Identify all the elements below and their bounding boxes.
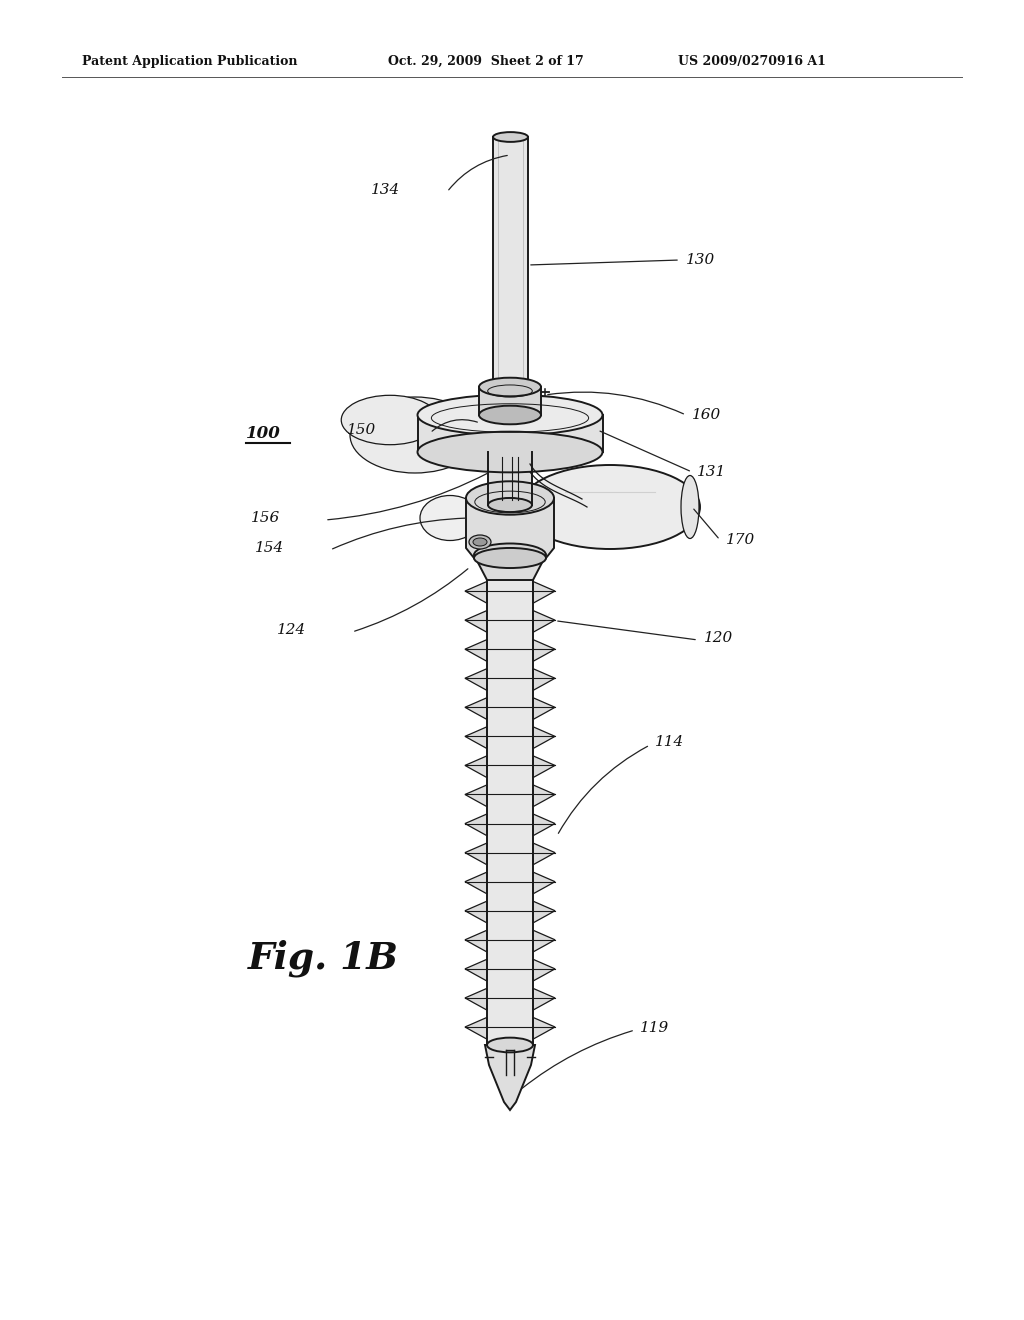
Polygon shape [534, 698, 555, 719]
Polygon shape [534, 814, 555, 836]
Ellipse shape [488, 498, 532, 512]
Text: 120: 120 [705, 631, 733, 645]
Polygon shape [534, 581, 555, 603]
Text: 134: 134 [371, 183, 400, 197]
Polygon shape [534, 785, 555, 807]
Ellipse shape [479, 378, 541, 396]
Polygon shape [534, 960, 555, 981]
Ellipse shape [493, 132, 528, 143]
Polygon shape [474, 554, 546, 579]
Polygon shape [418, 414, 602, 451]
Polygon shape [465, 756, 487, 777]
Polygon shape [534, 843, 555, 865]
Text: US 2009/0270916 A1: US 2009/0270916 A1 [678, 54, 826, 67]
Polygon shape [534, 902, 555, 923]
Polygon shape [534, 931, 555, 952]
Polygon shape [465, 669, 487, 690]
Polygon shape [534, 873, 555, 894]
Ellipse shape [341, 395, 438, 445]
Text: 160: 160 [692, 408, 721, 422]
Text: Fig. 1B: Fig. 1B [248, 940, 399, 977]
Text: 130: 130 [686, 253, 715, 267]
Text: 114: 114 [655, 735, 684, 748]
Text: 156: 156 [251, 511, 280, 525]
Polygon shape [465, 902, 487, 923]
Polygon shape [534, 640, 555, 661]
Polygon shape [465, 873, 487, 894]
Polygon shape [465, 727, 487, 748]
Polygon shape [465, 960, 487, 981]
Ellipse shape [479, 405, 541, 424]
Polygon shape [465, 989, 487, 1010]
Ellipse shape [469, 535, 490, 549]
Ellipse shape [681, 475, 699, 539]
Polygon shape [534, 989, 555, 1010]
Polygon shape [479, 387, 541, 414]
Ellipse shape [418, 432, 602, 473]
Polygon shape [534, 669, 555, 690]
Ellipse shape [418, 395, 602, 436]
Ellipse shape [520, 465, 700, 549]
Polygon shape [465, 931, 487, 952]
Text: 100: 100 [246, 425, 281, 441]
Polygon shape [465, 1018, 487, 1039]
Polygon shape [487, 579, 534, 1045]
Polygon shape [534, 611, 555, 632]
Ellipse shape [350, 397, 480, 473]
Polygon shape [465, 611, 487, 632]
Text: 150: 150 [347, 422, 376, 437]
Polygon shape [534, 756, 555, 777]
Polygon shape [485, 1045, 535, 1110]
Ellipse shape [420, 495, 480, 540]
Text: 119: 119 [640, 1020, 670, 1035]
Polygon shape [465, 785, 487, 807]
Polygon shape [465, 581, 487, 603]
Polygon shape [466, 498, 554, 558]
Text: 124: 124 [276, 623, 306, 638]
Ellipse shape [493, 380, 528, 389]
Text: Patent Application Publication: Patent Application Publication [82, 54, 298, 67]
Ellipse shape [466, 482, 554, 515]
Polygon shape [488, 451, 532, 506]
Text: Oct. 29, 2009  Sheet 2 of 17: Oct. 29, 2009 Sheet 2 of 17 [388, 54, 584, 67]
Ellipse shape [474, 548, 546, 568]
Ellipse shape [474, 544, 546, 566]
Text: 170: 170 [726, 533, 756, 546]
Ellipse shape [487, 1038, 534, 1052]
Polygon shape [465, 843, 487, 865]
Text: 154: 154 [255, 541, 284, 554]
Polygon shape [493, 137, 528, 385]
Polygon shape [465, 640, 487, 661]
Polygon shape [465, 814, 487, 836]
Text: 131: 131 [697, 465, 726, 479]
Polygon shape [534, 727, 555, 748]
Polygon shape [465, 698, 487, 719]
Ellipse shape [473, 539, 487, 546]
Polygon shape [534, 1018, 555, 1039]
